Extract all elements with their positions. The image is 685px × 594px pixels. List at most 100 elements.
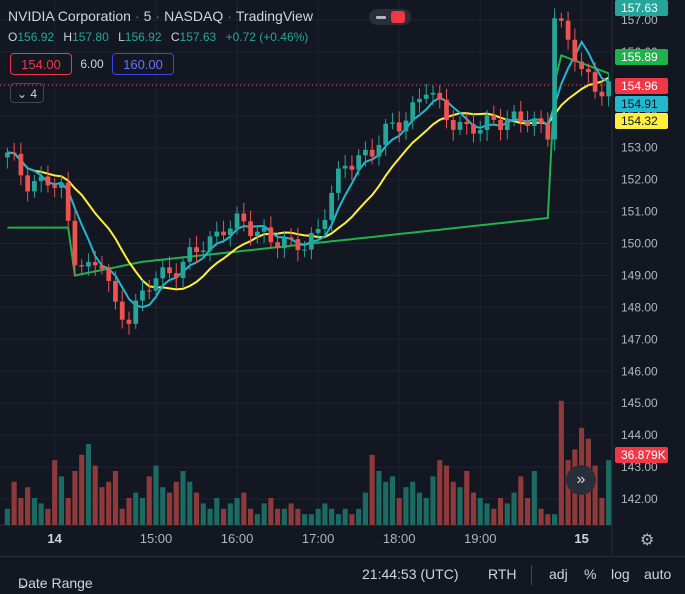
volume-bar: [193, 492, 200, 525]
candle-body: [518, 111, 524, 122]
candle-body: [457, 121, 463, 130]
volume-bar: [470, 492, 477, 525]
wave-icon: [391, 11, 405, 23]
candle-body: [511, 111, 517, 119]
candle-body: [200, 250, 206, 252]
x-tick-label: 14: [47, 531, 62, 546]
volume-bar: [112, 471, 119, 525]
volume-bar: [45, 508, 51, 525]
y-tick-label: 144.00: [621, 428, 658, 442]
x-tick-label: 15:00: [140, 531, 173, 546]
volume-bar: [484, 503, 490, 525]
high-value: 157.80: [72, 30, 109, 44]
volume-bar: [180, 471, 186, 525]
change-value: +0.72 (+0.46%): [225, 30, 309, 44]
x-tick-label: 15: [574, 531, 588, 546]
volume-bar: [281, 508, 287, 525]
candle-body: [538, 118, 544, 124]
candle-body: [254, 231, 260, 237]
scroll-to-realtime-button[interactable]: »: [566, 465, 596, 495]
candle-body: [92, 262, 98, 266]
candle-body: [106, 268, 112, 281]
gear-icon[interactable]: ⚙: [640, 532, 655, 549]
price-chart[interactable]: 157.00156.00155.00154.00153.00152.00151.…: [0, 0, 685, 555]
volume-bar: [234, 498, 240, 525]
auto-button[interactable]: auto: [644, 566, 672, 582]
clock-time[interactable]: 21:44:53 (UTC): [362, 566, 459, 582]
candle-body: [133, 300, 139, 324]
volume-bar: [52, 460, 58, 525]
candle-body: [390, 122, 395, 124]
visibility-toggle[interactable]: [369, 9, 411, 25]
x-tick-label: 17:00: [302, 531, 335, 546]
volume-bar: [187, 481, 193, 525]
volume-bar: [220, 508, 227, 525]
candle-body: [477, 130, 483, 134]
candle-body: [599, 91, 605, 97]
volume-bar: [4, 508, 10, 525]
session-button[interactable]: RTH: [488, 566, 517, 582]
sell-button[interactable]: 154.00: [10, 53, 72, 75]
y-tick-label: 142.00: [621, 492, 658, 506]
candle-body: [504, 118, 510, 130]
y-tick-label: 147.00: [621, 332, 658, 346]
percent-button[interactable]: %: [584, 566, 597, 582]
candle-body: [160, 267, 166, 279]
candle-body: [86, 262, 91, 267]
volume-bar: [268, 498, 274, 525]
volume-bar: [18, 498, 24, 525]
volume-bar: [497, 498, 504, 525]
volume-bar: [565, 460, 571, 525]
volume-bar: [443, 465, 450, 525]
double-chevron-right-icon: »: [576, 471, 586, 488]
candle-body: [525, 121, 530, 126]
last-price-badge: 157.63: [615, 0, 668, 16]
volume-bar: [254, 514, 260, 525]
y-tick-label: 151.00: [621, 205, 658, 219]
y-tick-label: 145.00: [621, 396, 658, 410]
symbol-header[interactable]: NVIDIA Corporation · 5 · NASDAQ · TradingView: [8, 8, 313, 24]
volume-bar: [146, 476, 152, 525]
indicators-toggle[interactable]: ⌄ 4: [10, 83, 44, 103]
candle-body: [11, 152, 17, 154]
candle-body: [207, 236, 213, 251]
volume-bar: [599, 498, 605, 525]
candle-body: [153, 278, 159, 291]
buy-button[interactable]: 160.00: [112, 53, 174, 75]
ohlc-values: O156.92 H157.80 L156.92 C157.63 +0.72 (+…: [8, 30, 309, 44]
volume-bar: [389, 476, 396, 525]
candle-body: [25, 175, 31, 192]
candle-body: [72, 220, 78, 266]
y-tick-label: 143.00: [621, 460, 658, 474]
volume-bar: [477, 498, 483, 525]
volume-bar: [65, 498, 71, 525]
volume-bar: [531, 471, 537, 525]
candle-body: [565, 20, 571, 40]
yellow-ma-badge: 154.32: [615, 113, 668, 129]
volume-bar: [261, 503, 267, 525]
volume-bar: [362, 492, 368, 525]
candle-body: [194, 247, 199, 252]
volume-bar: [335, 514, 341, 525]
candle-body: [32, 181, 37, 192]
volume-bar: [464, 471, 470, 525]
volume-bar: [11, 481, 17, 525]
candle-body: [113, 280, 118, 302]
adj-button[interactable]: adj: [549, 566, 568, 582]
x-tick-label: 16:00: [221, 531, 254, 546]
candle-body: [329, 192, 335, 220]
spread-value: 6.00: [80, 57, 104, 71]
candle-body: [18, 153, 24, 176]
volume-bar: [241, 492, 247, 525]
log-button[interactable]: log: [611, 566, 630, 582]
volume-bar: [126, 498, 132, 525]
candle-body: [309, 232, 314, 250]
volume-bar: [545, 514, 551, 525]
candle-body: [140, 290, 145, 301]
eye-icon: [376, 16, 386, 19]
volume-bar: [396, 498, 402, 525]
volume-bar: [558, 400, 564, 525]
chevron-down-icon: ⌄: [16, 87, 31, 101]
candle-body: [302, 249, 307, 251]
volume-bar: [99, 487, 105, 525]
